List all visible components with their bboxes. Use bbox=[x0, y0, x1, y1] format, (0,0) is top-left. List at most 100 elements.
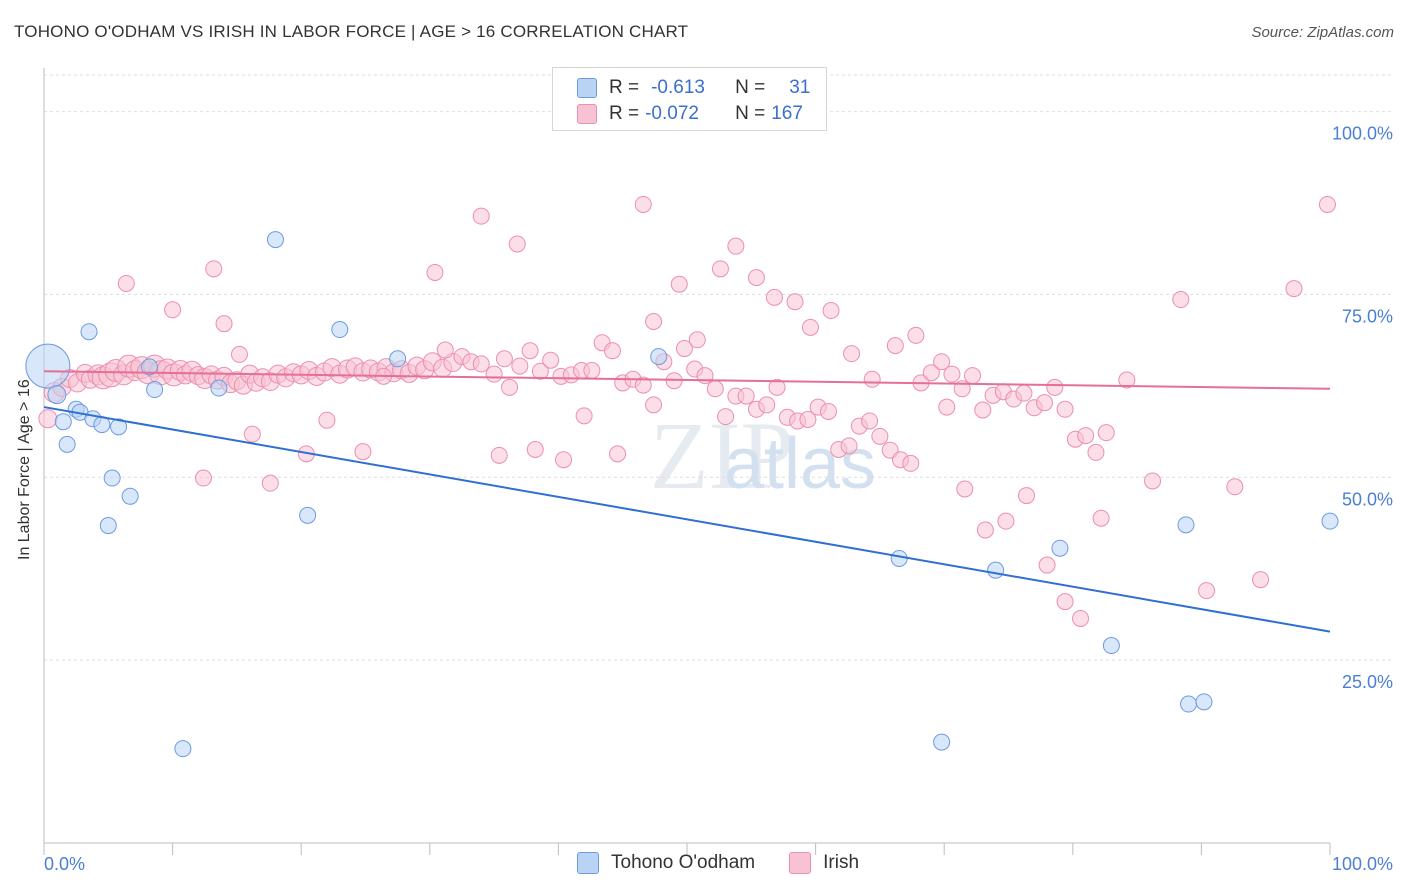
legend-label-irish: Irish bbox=[823, 852, 860, 873]
irish-point bbox=[526, 440, 544, 458]
tohono-point bbox=[47, 385, 67, 405]
tohono-point bbox=[650, 348, 668, 366]
y-axis-label: In Labor Force | Age > 16 bbox=[16, 379, 33, 560]
irish-point bbox=[261, 474, 279, 492]
irish-point bbox=[1092, 509, 1110, 527]
legend-label-tohono: Tohono O'odham bbox=[611, 852, 756, 873]
r-value: -0.613 bbox=[651, 77, 705, 98]
tohono-point bbox=[331, 321, 349, 339]
tohono-point bbox=[389, 350, 407, 368]
tohono-point bbox=[1177, 516, 1195, 534]
irish-point bbox=[1038, 556, 1056, 574]
irish-point bbox=[490, 446, 508, 464]
irish-point bbox=[634, 195, 652, 213]
n-label: N = bbox=[735, 103, 766, 124]
irish-point bbox=[737, 387, 755, 405]
irish-point bbox=[922, 364, 940, 382]
tohono-point bbox=[210, 379, 228, 397]
x-tick-label: 0.0% bbox=[44, 854, 85, 874]
irish-trend-line bbox=[43, 370, 1331, 390]
legend-swatch-tohono bbox=[577, 852, 599, 874]
irish-point bbox=[765, 288, 783, 306]
tohono-point bbox=[174, 740, 192, 758]
irish-point bbox=[717, 408, 735, 426]
tohono-point bbox=[266, 231, 284, 249]
irish-point bbox=[1015, 384, 1033, 402]
irish-point bbox=[902, 454, 920, 472]
legend-row-irish: R = -0.072 N = 167 bbox=[577, 102, 803, 126]
tohono-point bbox=[121, 487, 139, 505]
irish-point bbox=[230, 345, 248, 363]
legend-swatch-tohono bbox=[577, 78, 597, 98]
irish-point bbox=[495, 350, 513, 368]
irish-point bbox=[215, 315, 233, 333]
irish-point bbox=[472, 355, 490, 373]
series-legend: Tohono O'odham Irish bbox=[577, 852, 893, 874]
irish-point bbox=[511, 357, 529, 375]
irish-point bbox=[840, 437, 858, 455]
tohono-point bbox=[1102, 637, 1120, 655]
irish-point bbox=[675, 340, 693, 358]
irish-point bbox=[485, 365, 503, 383]
irish-point bbox=[933, 353, 951, 371]
irish-point bbox=[472, 207, 490, 225]
tohono-point bbox=[146, 381, 164, 399]
tohono-point bbox=[80, 323, 98, 341]
n-value: 167 bbox=[771, 103, 803, 124]
legend-row-tohono: R = -0.613 N = 31 bbox=[577, 76, 810, 100]
legend-item-tohono: Tohono O'odham bbox=[577, 852, 755, 874]
irish-point bbox=[1087, 443, 1105, 461]
y-tick-label: 50.0% bbox=[1342, 489, 1393, 509]
irish-point bbox=[706, 380, 724, 398]
n-value: 31 bbox=[789, 77, 811, 98]
irish-point bbox=[645, 312, 663, 330]
irish-point bbox=[711, 260, 729, 278]
n-label: N = bbox=[735, 77, 766, 98]
tohono-point bbox=[933, 733, 951, 751]
irish-point bbox=[1144, 472, 1162, 490]
y-tick-label: 100.0% bbox=[1332, 124, 1393, 144]
irish-point bbox=[38, 409, 58, 429]
irish-point bbox=[542, 351, 560, 369]
irish-point bbox=[603, 342, 621, 360]
irish-point bbox=[205, 260, 223, 278]
r-label: R = bbox=[609, 77, 640, 98]
tohono-point bbox=[1195, 693, 1213, 711]
irish-point bbox=[521, 342, 539, 360]
legend-swatch-irish bbox=[789, 852, 812, 874]
y-tick-label: 25.0% bbox=[1342, 672, 1393, 692]
tohono-point bbox=[987, 561, 1005, 579]
irish-point bbox=[974, 401, 992, 419]
irish-point bbox=[117, 274, 135, 292]
irish-point bbox=[1018, 487, 1036, 505]
irish-point bbox=[907, 326, 925, 344]
irish-point bbox=[645, 396, 663, 414]
irish-point bbox=[1072, 609, 1090, 627]
legend-swatch-irish bbox=[577, 104, 597, 124]
x-tick-label: 100.0% bbox=[1332, 854, 1393, 874]
irish-point bbox=[976, 521, 994, 539]
legend-item-irish: Irish bbox=[789, 852, 859, 874]
tohono-point bbox=[25, 343, 71, 389]
irish-point bbox=[243, 425, 261, 443]
irish-point bbox=[1172, 291, 1190, 309]
tohono-trend-line bbox=[43, 406, 1331, 633]
irish-point bbox=[436, 341, 454, 359]
irish-point bbox=[426, 263, 444, 281]
irish-point bbox=[799, 411, 817, 429]
irish-point bbox=[1077, 427, 1095, 445]
irish-point bbox=[768, 378, 786, 396]
irish-point bbox=[164, 301, 182, 319]
tohono-point bbox=[1180, 695, 1198, 713]
irish-point bbox=[963, 367, 981, 385]
tohono-point bbox=[103, 469, 121, 487]
irish-point bbox=[1056, 400, 1074, 418]
irish-point bbox=[1118, 371, 1136, 389]
irish-point bbox=[943, 365, 961, 383]
watermark-atlas: atlas bbox=[724, 424, 876, 504]
irish-point bbox=[555, 451, 573, 469]
irish-point bbox=[1285, 280, 1303, 298]
irish-point bbox=[747, 269, 765, 287]
irish-point bbox=[1036, 394, 1054, 412]
irish-point bbox=[609, 445, 627, 463]
